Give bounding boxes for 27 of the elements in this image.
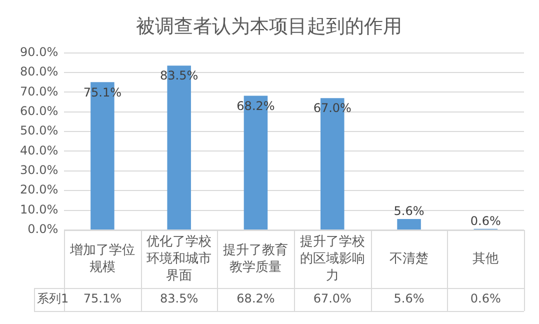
x-tick-label: 不清楚 <box>390 251 429 266</box>
x-tick-label: 提升了学校的区域影响力 <box>300 234 365 284</box>
y-tick-label: 0.0% <box>28 222 58 236</box>
data-label: 83.5% <box>160 292 198 306</box>
text: 5.6% <box>394 204 424 218</box>
data-label: 67.0% <box>313 292 352 306</box>
x-tick-label: 其他 <box>472 251 499 266</box>
data-label: 5.6% <box>394 292 424 306</box>
x-tick-label: 增加了学位规模 <box>68 242 135 275</box>
y-tick-label: 70.0% <box>20 84 58 98</box>
y-tick-label: 60.0% <box>20 104 58 118</box>
text: 系列1 <box>37 292 69 306</box>
chart-title: 被调查者认为本项目起到的作用 <box>136 15 402 38</box>
text: 0.6% <box>470 214 501 228</box>
y-tick-label: 30.0% <box>20 163 58 178</box>
y-tick-label: 50.0% <box>20 124 58 138</box>
y-tick-label: 80.0% <box>20 64 58 79</box>
x-tick-label: 优化了学校环境和城市界面 <box>146 234 212 284</box>
data-label: 75.1% <box>83 292 122 306</box>
x-tick-label: 提升了教育教学质量 <box>223 242 288 275</box>
data-label: 0.6% <box>470 292 501 306</box>
y-tick-label: 90.0% <box>20 44 58 59</box>
bar <box>397 218 421 230</box>
y-tick-label: 20.0% <box>20 182 58 197</box>
y-tick-label: 40.0% <box>20 143 58 158</box>
y-tick-label: 10.0% <box>20 202 58 216</box>
data-label: 68.2% <box>236 292 275 306</box>
